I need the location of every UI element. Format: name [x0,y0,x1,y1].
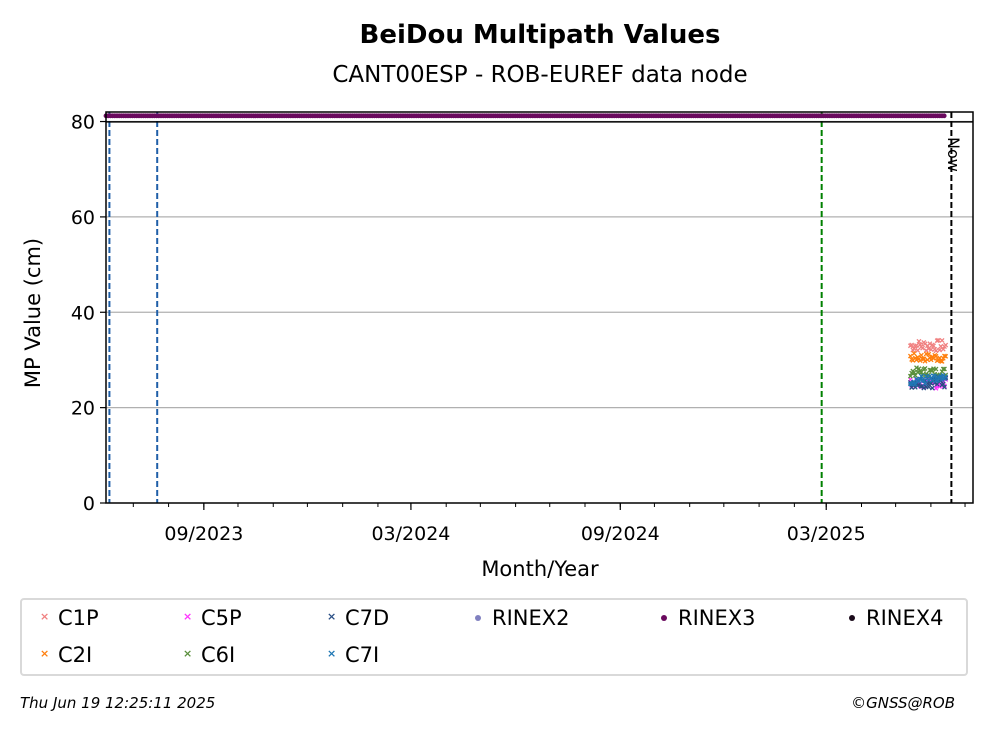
x-axis-label: Month/Year [481,557,599,581]
x-tick-label: 09/2023 [164,523,243,545]
legend-label: C7D [345,606,390,630]
footer-timestamp: Thu Jun 19 12:25:11 2025 [20,694,216,712]
series-point-c1p [931,343,936,349]
series-point-c7i [932,373,938,379]
chart-title: BeiDou Multipath Values [360,20,721,50]
series-point-c2i [928,357,934,363]
data-points [907,337,949,391]
y-tick-label: 0 [83,493,95,515]
series-point-c2i [942,353,947,359]
legend-marker-dot-icon [849,615,855,621]
y-tick-label: 60 [71,207,95,229]
chart-subtitle: CANT00ESP - ROB-EUREF data node [332,62,747,88]
y-tick-label: 20 [71,398,95,420]
legend-label: C2I [58,643,93,667]
series-point-c6i [933,366,939,372]
axes: 0 20 40 60 80 09/2023 03/2024 09/2024 03/2025 [71,112,966,545]
series-point-c1p [909,342,915,348]
series-point-c6i [922,366,928,371]
legend-marker-x-icon: × [327,647,337,660]
series-point-c2i [907,353,913,359]
y-tick-label: 40 [71,302,95,324]
rinex3-band [103,113,973,123]
series-point-c7d [942,384,947,390]
series-point-c7i [943,374,949,380]
series-point-c1p [933,348,939,354]
series-point-c1p [927,341,933,347]
now-label: Now [944,137,963,172]
legend-marker-x-icon: × [183,647,193,660]
legend-marker-dot-icon [475,615,481,621]
series-point-c7i [922,381,928,387]
legend-label: RINEX3 [678,606,756,630]
series-point-c2i [939,358,945,364]
series-point-c7d [929,385,935,391]
grid-lines [106,120,973,409]
legend-marker-x-icon: × [40,647,50,660]
x-tick-label: 03/2025 [787,523,866,545]
x-tick-label: 09/2024 [581,523,660,545]
series-point-c1p [943,342,949,348]
event-lines [108,112,953,503]
series-point-c1p [914,343,919,349]
series-point-c7d [940,381,946,387]
x-tick-label: 03/2024 [371,523,450,545]
series-point-c2i [922,358,928,364]
series-point-c7i [921,378,927,384]
series-point-c7i [918,373,924,379]
series-point-c2i [918,352,924,358]
series-point-c7i [912,382,918,387]
series-point-c1p [940,346,946,352]
series-point-c1p [939,337,945,343]
series-point-c2i [933,353,939,359]
legend-label: RINEX2 [492,606,570,630]
legend-marker-dot-icon [661,615,667,621]
series-point-c2i [943,353,949,359]
series-point-c1p [916,338,922,344]
rinex3-point [941,113,947,119]
series-point-c2i [911,350,917,356]
legend-label: C1P [58,606,99,630]
legend-label: C5P [201,606,242,630]
y-axis-label: MP Value (cm) [21,238,45,388]
y-tick-label: 80 [71,112,95,134]
plot-frame [105,111,974,504]
series-point-c1p [937,347,943,353]
legend: × C1P × C5P × C7D RINEX2 RINEX3 RINEX4 × C2I × C6I × C… [20,598,968,676]
footer-credit: ©GNSS@ROB [851,694,955,712]
legend-label: RINEX4 [866,606,944,630]
series-point-c6i [942,366,947,372]
series-point-c6i [916,366,922,372]
series-point-c7d [926,384,932,390]
series-point-c6i [907,373,913,379]
legend-marker-x-icon: × [183,610,193,623]
legend-label: C7I [345,643,380,667]
series-point-c7d [934,381,940,387]
series-point-c2i [926,351,932,357]
series-point-c6i [940,366,946,372]
legend-label: C6I [201,643,236,667]
legend-marker-x-icon: × [327,610,337,623]
series-point-c7i [929,377,935,383]
legend-marker-x-icon: × [40,610,50,623]
series-point-c1p [920,345,926,351]
